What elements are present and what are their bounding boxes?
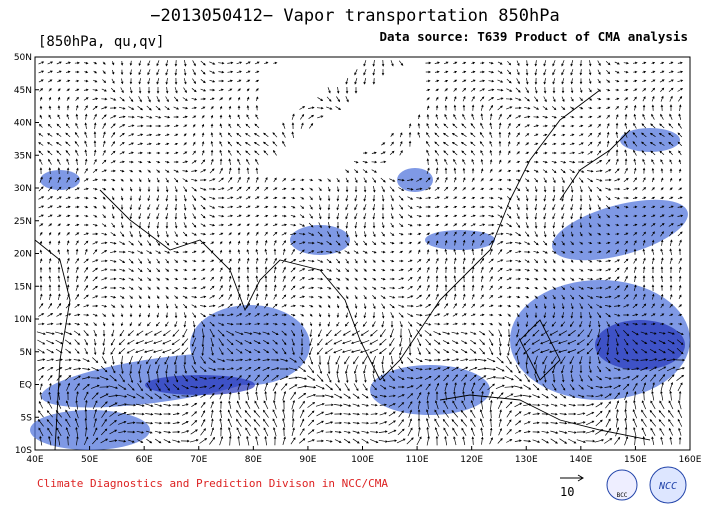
- lon-label: 150E: [624, 455, 647, 465]
- lat-label: EQ: [19, 381, 32, 391]
- lat-label: 5S: [21, 413, 33, 423]
- lat-label: 30N: [14, 184, 32, 194]
- lon-label: 130E: [515, 455, 538, 465]
- lon-label: 50E: [81, 455, 98, 465]
- vector-field: [36, 59, 686, 446]
- lat-label: 20N: [14, 250, 32, 260]
- lat-label: 10N: [14, 315, 32, 325]
- lon-label: 60E: [136, 455, 153, 465]
- vapor-flux-vectors: [36, 59, 686, 446]
- lat-label: 25N: [14, 217, 32, 227]
- reference-label: 10: [560, 485, 574, 499]
- credit-label: Climate Diagnostics and Prediction Divis…: [37, 477, 388, 490]
- lat-label: 40N: [14, 119, 32, 129]
- reference-arrow-head: [577, 474, 584, 482]
- lon-label: 80E: [245, 455, 262, 465]
- lat-label: 35N: [14, 151, 32, 161]
- lat-label: 45N: [14, 86, 32, 96]
- lon-label: 70E: [190, 455, 207, 465]
- lat-label: 15N: [14, 282, 32, 292]
- source-label: Data source: T639 Product of CMA analysi…: [379, 29, 688, 44]
- lon-label: 120E: [460, 455, 483, 465]
- variables-label: [850hPa, qu,qv]: [38, 34, 164, 50]
- map-area: [30, 56, 691, 451]
- moisture-core: [145, 320, 685, 395]
- lat-label: 10S: [15, 446, 32, 456]
- lon-label: 160E: [679, 455, 702, 465]
- lon-label: 140E: [569, 455, 592, 465]
- lat-label: 5N: [20, 348, 32, 358]
- title: −2013050412− Vapor transportation 850hPa: [150, 6, 559, 26]
- lat-label: 50N: [14, 53, 32, 63]
- lon-label: 100E: [351, 455, 374, 465]
- ncc-logo-text: NCC: [658, 481, 677, 492]
- lon-label: 40E: [26, 455, 43, 465]
- lon-label: 110E: [406, 455, 429, 465]
- lon-label: 90E: [299, 455, 316, 465]
- bcc-logo-text: BCC: [617, 492, 628, 499]
- bcc-logo: [606, 469, 638, 501]
- ncc-logo: [649, 466, 687, 504]
